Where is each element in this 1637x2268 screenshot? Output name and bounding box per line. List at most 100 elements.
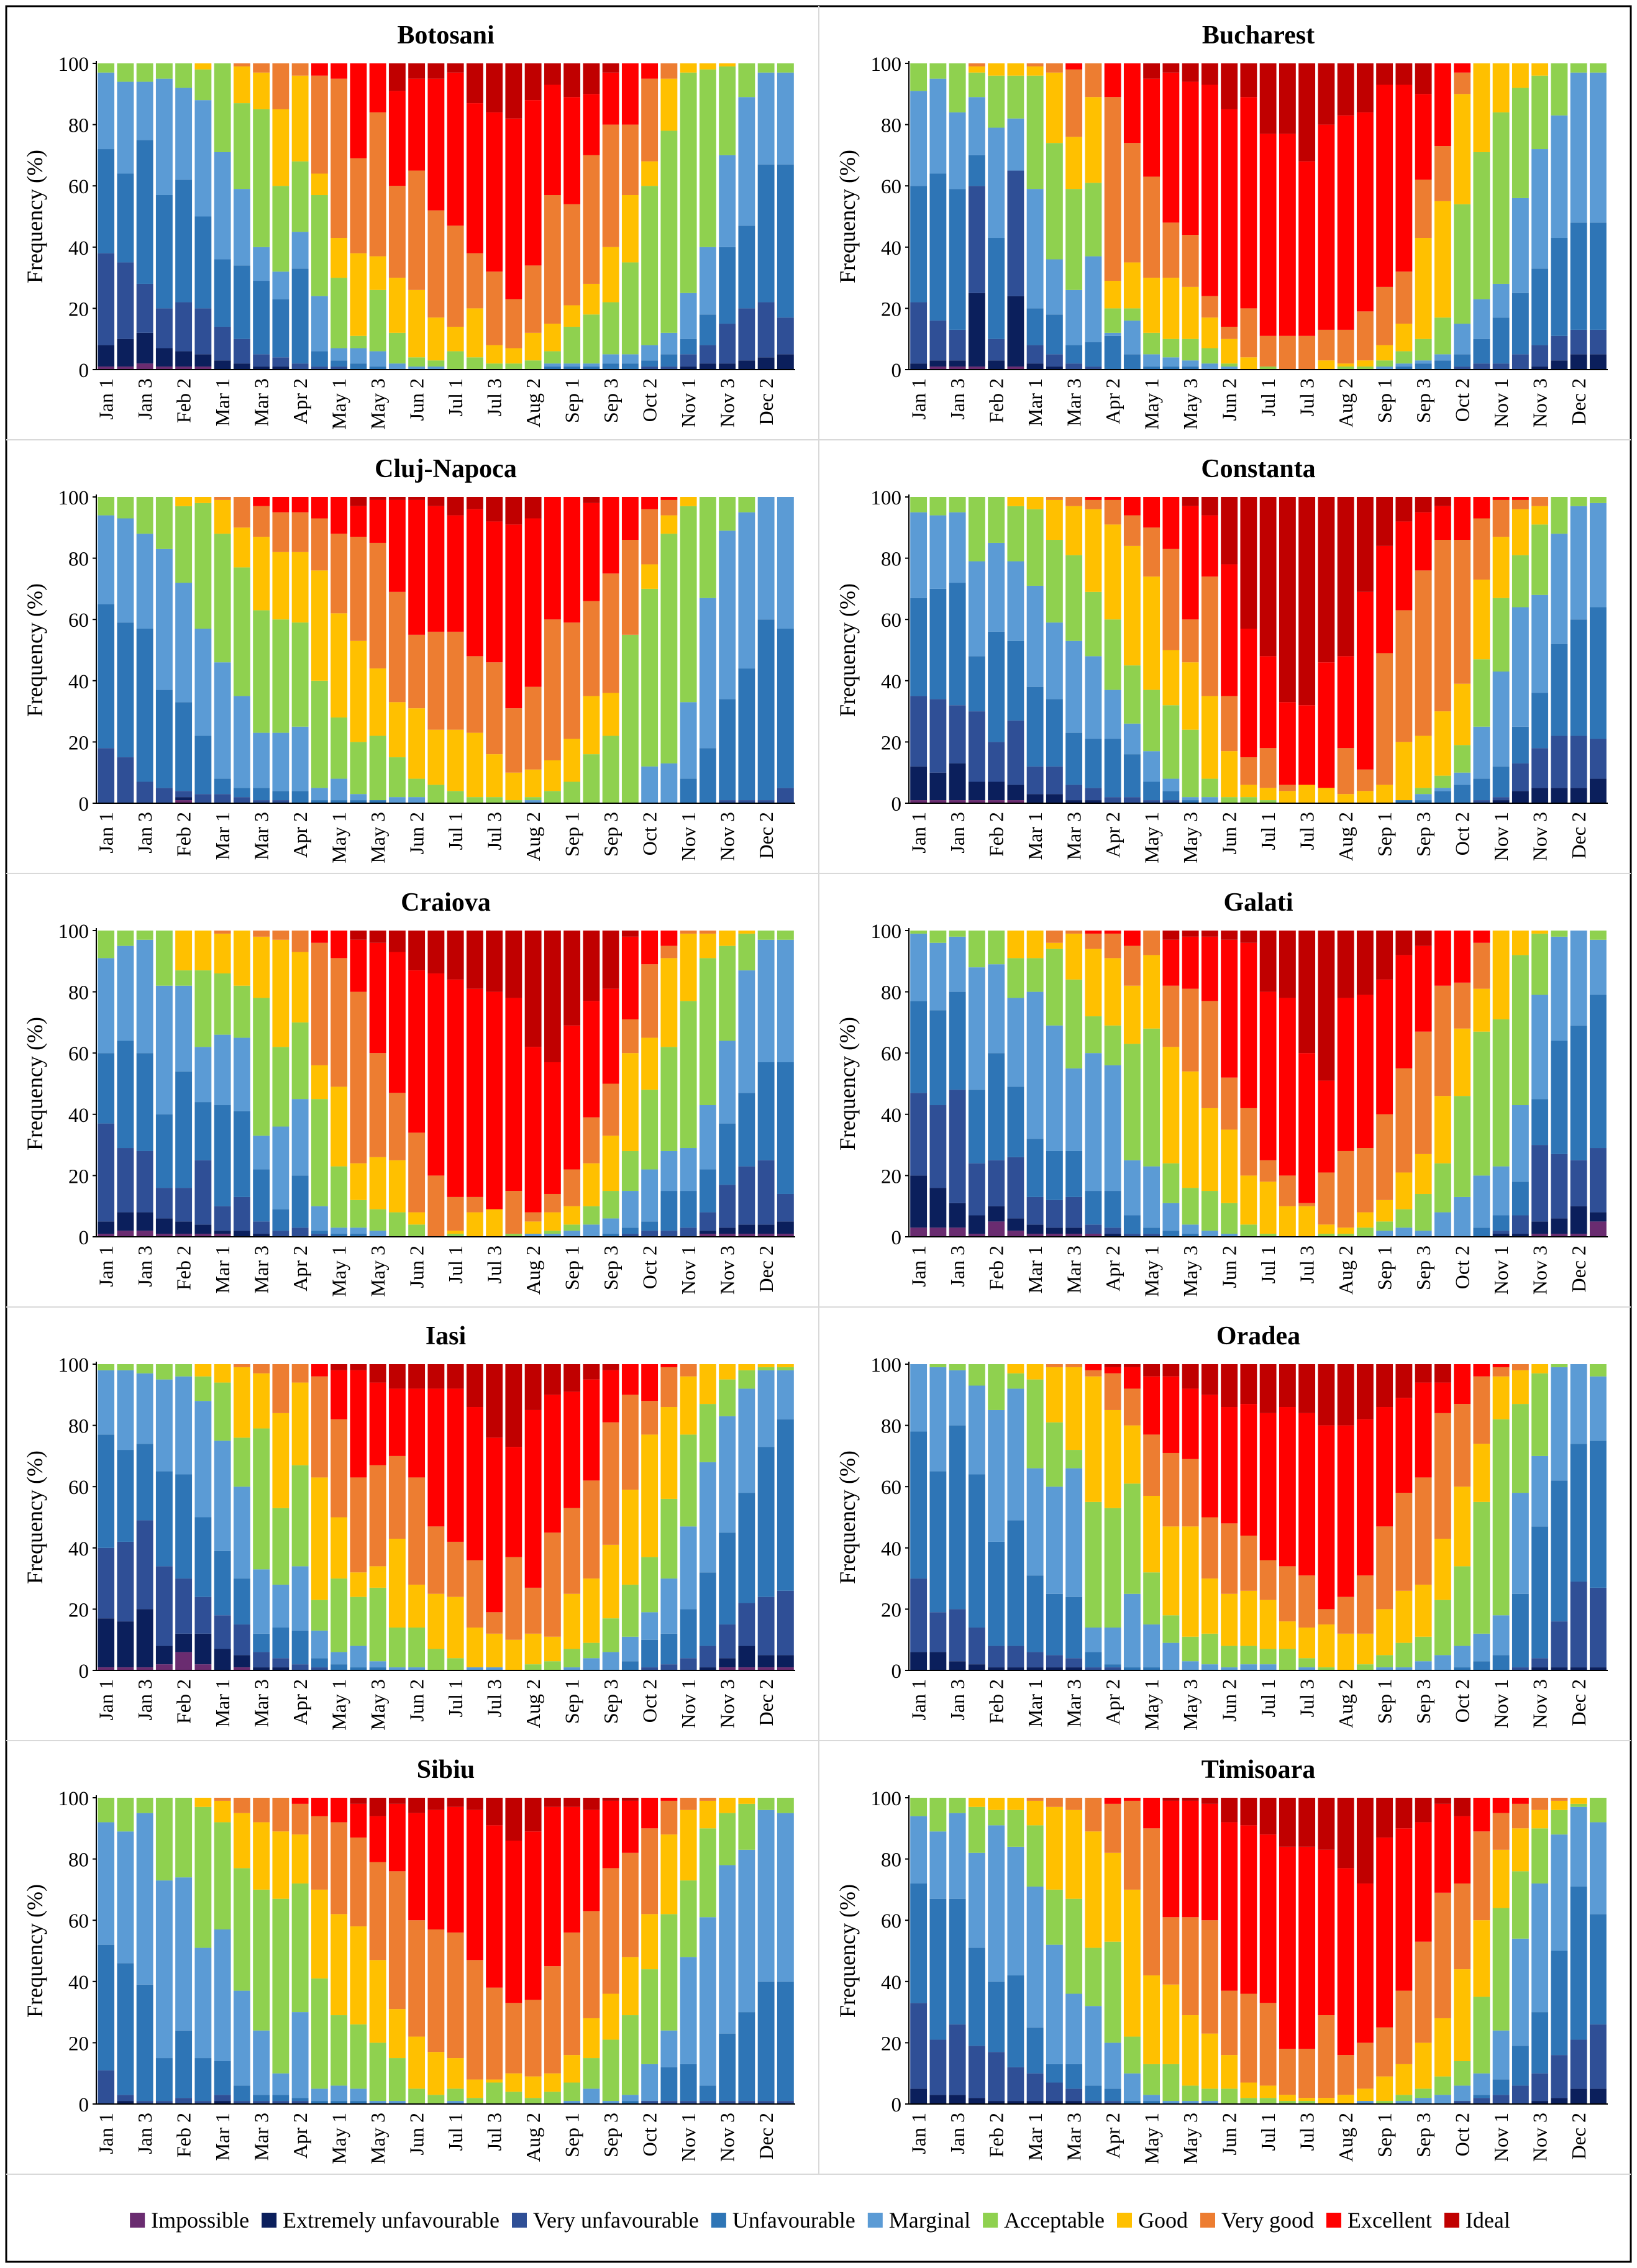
bar-segment-marginal [117, 945, 134, 1041]
bar-segment-marginal [311, 296, 328, 352]
bar-segment-impossible [929, 800, 947, 803]
bar-segment-acceptable [505, 800, 522, 803]
bar-segment-good [1085, 97, 1102, 183]
x-tick-label: Nov 1 [1490, 1679, 1512, 1728]
bar-segment-acceptable [447, 1234, 464, 1237]
bar-segment-good [1376, 1609, 1393, 1655]
bar-segment-very-unfavourable [291, 1227, 309, 1237]
bar-segment-marginal [1415, 2098, 1432, 2104]
bar-segment-good [1162, 1526, 1180, 1616]
bar-segment-very-good [1279, 1175, 1296, 1206]
bar-segment-good [777, 1364, 794, 1367]
bar-segment-very-good [505, 1191, 522, 1234]
bar-segment-excellent [1065, 63, 1083, 70]
bar-segment-very-unfavourable [272, 1231, 290, 1237]
bar-segment-marginal [98, 515, 115, 604]
bar-segment-good [272, 939, 290, 1047]
bar-segment-marginal [214, 1441, 231, 1551]
bar-segment-acceptable [331, 717, 348, 779]
x-tick-label: Mar 3 [250, 2113, 273, 2161]
bar-segment-very-good [1395, 1493, 1413, 1591]
bar-segment-good [1298, 1206, 1316, 1237]
bar-segment-acceptable [1454, 2061, 1471, 2086]
bar-segment-unfavourable [272, 299, 290, 358]
bar-segment-acceptable [1007, 506, 1024, 562]
bar-segment-impossible [1551, 1234, 1568, 1237]
bar-segment-good [1454, 1028, 1471, 1096]
bar-segment-excellent [583, 1810, 600, 1911]
bar-segment-marginal [136, 1813, 153, 1985]
bar-segment-good [291, 75, 309, 162]
bar-segment-unfavourable [544, 367, 561, 370]
bar-segment-excellent [1104, 1798, 1121, 1804]
bar-segment-marginal [1221, 367, 1238, 370]
bar-segment-marginal [1162, 1642, 1180, 1670]
bar-segment-marginal [602, 1652, 619, 1670]
bar-segment-good [1221, 1593, 1238, 1646]
bar-segment-very-good [1356, 1148, 1374, 1213]
bar-segment-acceptable [1026, 958, 1044, 992]
y-tick-label: 100 [58, 921, 89, 943]
bar-segment-unfavourable [1512, 726, 1529, 763]
legend-swatch [867, 2213, 883, 2228]
bar-segment-good [1123, 262, 1141, 309]
bar-segment-acceptable [331, 278, 348, 348]
x-tick-label: Aug 2 [522, 1246, 544, 1295]
x-tick-label: Nov 3 [1529, 2113, 1551, 2162]
bar-segment-marginal [1123, 1160, 1141, 1216]
bar-segment-good [1337, 1633, 1354, 1670]
bar-segment-marginal [175, 1376, 193, 1475]
bar-segment-acceptable [1221, 1646, 1238, 1668]
bar-segment-very-unfavourable [641, 367, 659, 370]
bar-segment-good [1182, 662, 1199, 730]
bar-segment-good [272, 1831, 290, 1899]
bar-segment-marginal [1570, 72, 1587, 223]
bar-segment-unfavourable [1162, 367, 1180, 370]
bar-segment-unfavourable [1492, 2079, 1510, 2095]
bar-segment-excellent [602, 497, 619, 574]
bar-segment-good [1007, 497, 1024, 506]
bar-segment-acceptable [486, 797, 503, 803]
bar-segment-ideal [505, 1364, 522, 1447]
bar-segment-marginal [155, 1379, 173, 1472]
bar-segment-marginal [1492, 283, 1510, 318]
bar-segment-marginal [1589, 72, 1607, 223]
bar-segment-very-good [1395, 271, 1413, 324]
bar-segment-excellent [660, 1798, 678, 1801]
bar-segment-impossible [155, 367, 173, 370]
bar-segment-ideal [1337, 63, 1354, 116]
bar-segment-acceptable [719, 1813, 736, 1865]
bar-segment-acceptable [98, 1364, 115, 1370]
bar-segment-acceptable [1531, 933, 1549, 995]
y-tick-label: 40 [881, 1972, 901, 1994]
bar-segment-good [447, 2058, 464, 2089]
bar-segment-unfavourable [1395, 367, 1413, 370]
bar-segment-very-unfavourable [136, 1520, 153, 1610]
bar-segment-ideal [1221, 497, 1238, 565]
bar-segment-acceptable [1473, 659, 1490, 727]
bar-segment-excellent [311, 1798, 328, 1816]
bar-segment-good [1298, 2098, 1316, 2102]
bar-segment-good [447, 326, 464, 352]
bar-segment-very-good [602, 124, 619, 247]
bar-segment-ideal [1123, 1364, 1141, 1367]
bar-segment-very-good [621, 540, 639, 635]
bar-segment-marginal [155, 985, 173, 1114]
bar-segment-ideal [1376, 931, 1393, 980]
bar-segment-good [1201, 1578, 1218, 1634]
bar-segment-unfavourable [233, 2085, 250, 2102]
bar-segment-unfavourable [155, 2058, 173, 2102]
bar-segment-very-good [1259, 1560, 1277, 1600]
bar-segment-marginal [194, 100, 212, 217]
bar-segment-acceptable [194, 1806, 212, 1948]
bar-segment-ideal [563, 1798, 581, 1807]
bar-segment-acceptable [253, 998, 270, 1136]
bar-segment-impossible [1046, 1234, 1063, 1237]
bar-segment-extremely-unfavourable [968, 1215, 985, 1234]
y-tick-label: 20 [68, 298, 89, 321]
bar-segment-ideal [1318, 931, 1335, 1081]
bar-segment-unfavourable [757, 619, 775, 801]
x-tick-label: Jun 2 [1218, 2113, 1241, 2155]
